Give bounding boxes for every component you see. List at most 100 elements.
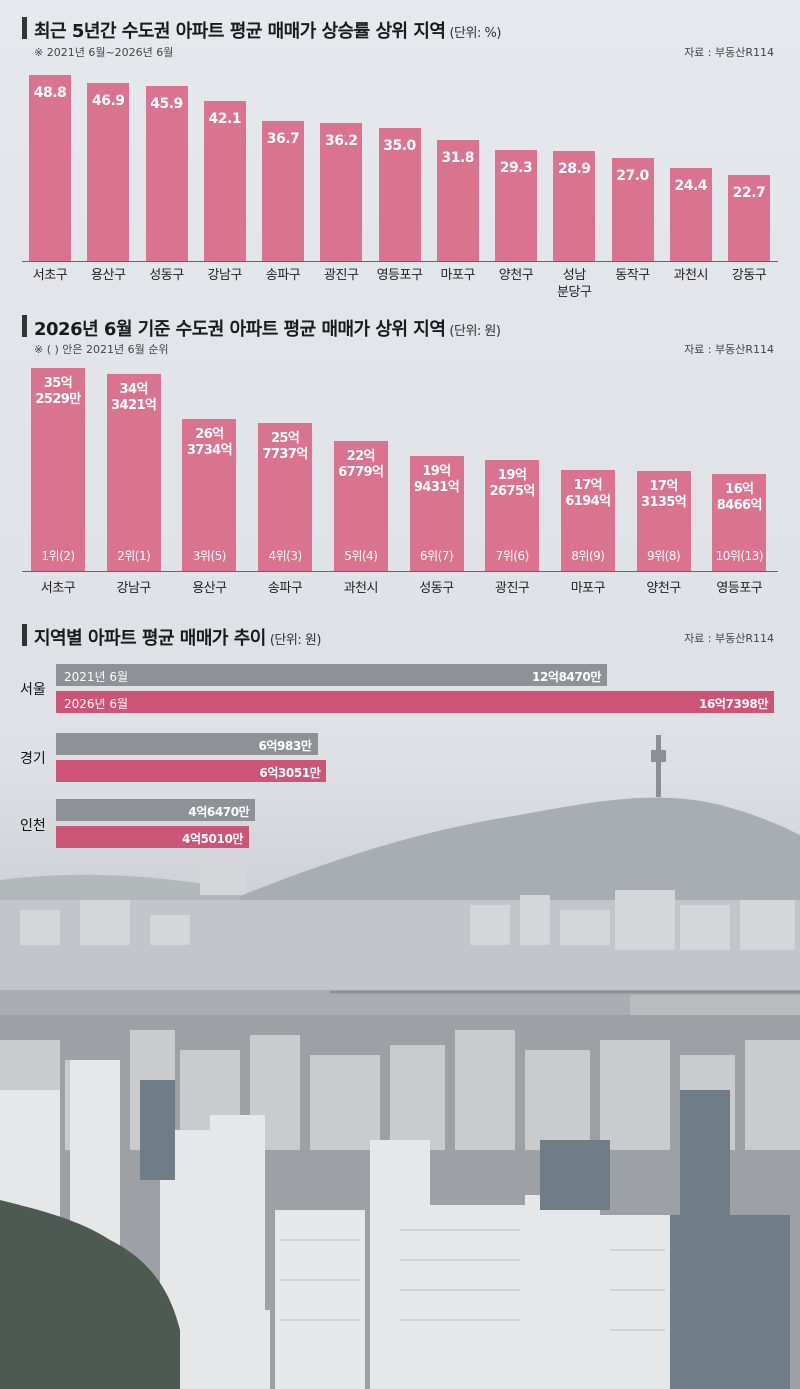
growth-category-line: 동작구 bbox=[615, 268, 650, 283]
hbar-value-label: 16억7398만 bbox=[699, 697, 768, 711]
growth-category-line: 과천시 bbox=[673, 268, 709, 283]
growth-bar bbox=[29, 75, 71, 261]
price-bar bbox=[560, 469, 615, 571]
growth-bar bbox=[495, 149, 537, 261]
section1-title-marker bbox=[22, 17, 27, 39]
growth-value-label: 36.2 bbox=[324, 133, 358, 150]
price-value-label: 19억 9431억 bbox=[402, 464, 472, 496]
price-value-line: 17억 bbox=[573, 477, 603, 493]
section2-source: 자료 : 부동산R114 bbox=[684, 343, 774, 356]
hbar-value-label: 6억3051만 bbox=[259, 766, 321, 780]
growth-value-label: 35.0 bbox=[383, 137, 416, 154]
growth-category-line: 양천구 bbox=[498, 268, 534, 283]
price-value-line: 19억 bbox=[498, 468, 527, 484]
price-value-label: 16억 8466억 bbox=[704, 482, 774, 514]
growth-category-label: 광진구 bbox=[309, 267, 373, 284]
price-value-line: 2675억 bbox=[489, 484, 536, 500]
price-value-label: 19억 2675억 bbox=[477, 468, 547, 500]
hbar-2021 bbox=[56, 733, 318, 755]
price-category-label: 마포구 bbox=[570, 581, 606, 596]
section1-title-text: 최근 5년간 수도권 아파트 평균 매매가 상승률 상위 지역 bbox=[34, 21, 446, 42]
price-value-line: 9431억 bbox=[413, 480, 460, 496]
section2-title-text: 2026년 6월 기준 수도권 아파트 평균 매매가 상위 지역 bbox=[34, 319, 446, 340]
price-value-line: 3734억 bbox=[186, 443, 233, 459]
section3-source: 자료 : 부동산R114 bbox=[684, 632, 774, 645]
price-bar bbox=[106, 373, 161, 571]
growth-category-line: 강동구 bbox=[731, 268, 767, 283]
price-bar bbox=[712, 474, 767, 571]
hbar-value-label: 4억6470만 bbox=[188, 805, 250, 819]
growth-category-line: 성남 bbox=[562, 268, 586, 283]
price-value-line: 35억 bbox=[43, 376, 73, 392]
region-label: 인천 bbox=[20, 818, 46, 834]
hbar-2026 bbox=[56, 826, 250, 848]
price-rank-label: 2위(1) bbox=[117, 549, 151, 563]
price-value-line: 16억 bbox=[725, 482, 754, 498]
hbar-value-label: 12억8470만 bbox=[532, 670, 602, 684]
price-value-line: 19억 bbox=[422, 464, 451, 480]
price-value-line: 6779억 bbox=[338, 464, 384, 480]
growth-category-label: 강동구 bbox=[717, 267, 781, 284]
hbar-2026 bbox=[56, 760, 327, 782]
price-category-label: 서초구 bbox=[40, 581, 76, 596]
growth-value-label: 27.0 bbox=[616, 168, 649, 185]
growth-category-line: 광진구 bbox=[324, 268, 359, 283]
growth-category-line: 분당구 bbox=[557, 285, 592, 300]
growth-category-line: 서초구 bbox=[32, 268, 68, 283]
growth-category-line: 송파구 bbox=[265, 268, 301, 283]
hbar-value-label: 4억5010만 bbox=[182, 832, 244, 846]
price-bar bbox=[485, 460, 540, 571]
price-value-label: 17억 6194억 bbox=[553, 478, 623, 510]
price-value-line: 8466억 bbox=[716, 498, 763, 514]
price-value-line: 25억 bbox=[270, 430, 300, 446]
growth-bar bbox=[669, 168, 712, 261]
price-rank-label: 10위(13) bbox=[715, 549, 764, 563]
section3-unit: (단위: 원) bbox=[269, 633, 322, 648]
price-value-line: 22억 bbox=[346, 448, 376, 464]
region-label: 서울 bbox=[20, 682, 46, 698]
region-label: 경기 bbox=[20, 751, 46, 767]
price-value-line: 7737억 bbox=[262, 446, 309, 462]
section2-title: 2026년 6월 기준 수도권 아파트 평균 매매가 상위 지역 (단위: 원) bbox=[34, 315, 501, 341]
price-value-label: 35억 2529만 bbox=[23, 376, 93, 408]
section3-title: 지역별 아파트 평균 매매가 추이 (단위: 원) bbox=[34, 624, 321, 650]
growth-category-line: 성동구 bbox=[149, 268, 184, 283]
growth-category-label: 양천구 bbox=[484, 267, 548, 284]
growth-bar bbox=[553, 151, 596, 261]
price-bar bbox=[333, 440, 388, 571]
price-rank-label: 7위(6) bbox=[495, 549, 530, 563]
growth-bar bbox=[87, 82, 130, 261]
price-category-label: 송파구 bbox=[267, 581, 303, 596]
growth-bar bbox=[203, 100, 246, 261]
growth-bar bbox=[436, 140, 479, 261]
price-value-label: 22억 6779억 bbox=[326, 449, 396, 481]
section2-note: ※ ( ) 안은 2021년 6월 순위 bbox=[34, 343, 169, 356]
price-bar bbox=[409, 456, 464, 571]
price-rank-label: 8위(9) bbox=[571, 549, 605, 563]
price-value-line: 2529만 bbox=[35, 392, 81, 408]
growth-category-line: 용산구 bbox=[91, 268, 126, 283]
growth-category-line: 영등포구 bbox=[376, 268, 423, 283]
section2-title-marker bbox=[22, 315, 27, 337]
price-category-label: 용산구 bbox=[192, 581, 227, 596]
price-value-line: 34억 bbox=[119, 381, 149, 397]
price-value-label: 34억 3421억 bbox=[99, 382, 169, 414]
chart2-baseline bbox=[22, 571, 778, 572]
hbar-2021 bbox=[56, 799, 256, 821]
growth-bar bbox=[728, 174, 770, 261]
growth-category-label: 성동구 bbox=[135, 267, 199, 284]
price-bar bbox=[258, 422, 313, 571]
price-category-label: 과천시 bbox=[343, 581, 379, 596]
price-category-label: 성동구 bbox=[419, 581, 454, 596]
growth-category-label: 송파구 bbox=[251, 267, 315, 284]
growth-category-label: 영등포구 bbox=[368, 267, 432, 284]
growth-category-line: 강남구 bbox=[207, 268, 243, 283]
growth-value-label: 36.7 bbox=[266, 131, 300, 148]
price-value-line: 17억 bbox=[649, 479, 678, 495]
growth-value-label: 42.1 bbox=[208, 110, 242, 127]
section2-unit: (단위: 원) bbox=[449, 324, 501, 339]
price-rank-label: 5위(4) bbox=[344, 549, 378, 563]
price-rank-label: 6위(7) bbox=[419, 549, 454, 563]
growth-value-label: 48.8 bbox=[33, 85, 67, 102]
